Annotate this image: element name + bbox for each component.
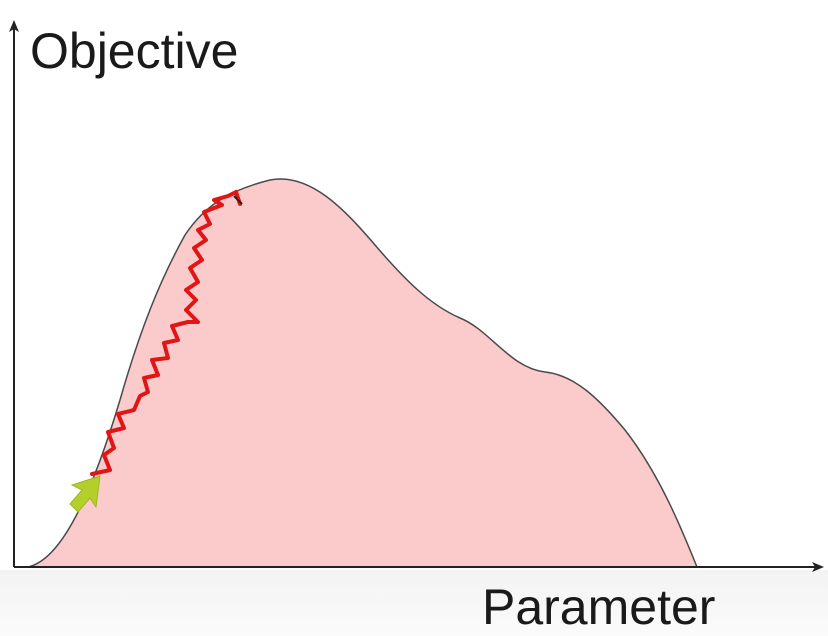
path-end-mark <box>233 195 243 205</box>
optimization-path <box>90 190 242 476</box>
caption-band <box>0 570 828 636</box>
x-axis-label: Parameter <box>482 579 716 635</box>
start-arrow-icon <box>69 475 101 513</box>
y-axis-label: Objective <box>30 23 239 79</box>
objective-curve <box>27 178 699 568</box>
